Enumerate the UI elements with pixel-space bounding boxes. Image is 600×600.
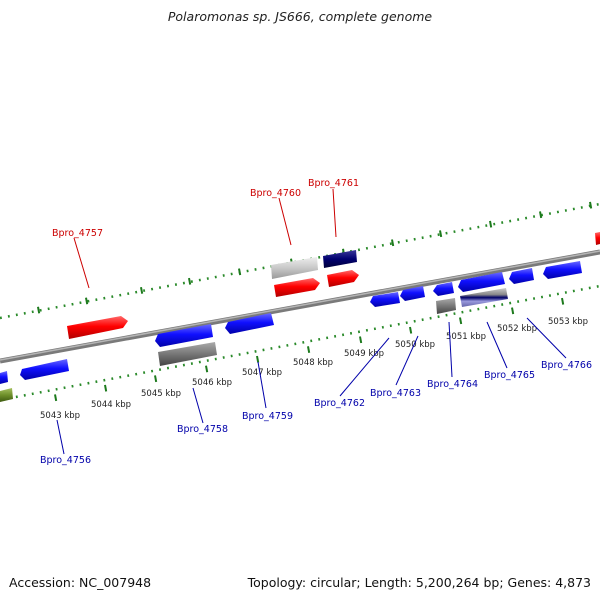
gene-label: Bpro_4758 — [177, 424, 228, 435]
gene-block-navy[interactable] — [323, 250, 357, 268]
gene-block-gray-light[interactable] — [271, 257, 318, 279]
gene-arrow-bpro-4761[interactable] — [327, 270, 359, 287]
gene-block-striped[interactable] — [460, 288, 508, 307]
outer-major-ticks — [37, 201, 593, 314]
gene-block-olive[interactable] — [0, 388, 13, 402]
gene-arrow-bpro-4763[interactable] — [400, 286, 425, 301]
gene-arrow-blue-edge[interactable] — [0, 371, 8, 384]
gene-label: Bpro_4756 — [40, 455, 91, 466]
scale-label: 5045 kbp — [141, 389, 181, 399]
gene-label: Bpro_4762 — [314, 398, 365, 409]
gene-arrow-bpro-4760[interactable] — [274, 278, 320, 297]
gene-arrow-bpro-4756[interactable] — [20, 359, 69, 380]
scale-label: 5052 kbp — [497, 324, 537, 334]
scale-label: 5043 kbp — [40, 411, 80, 421]
gene-label: Bpro_4760 — [250, 188, 301, 199]
gene-arrow-bpro-4764[interactable] — [433, 282, 454, 296]
gene-arrow-bpro-4758[interactable] — [155, 324, 213, 347]
map-title: Polaromonas sp. JS666, complete genome — [167, 9, 433, 24]
scale-label: 5050 kbp — [395, 340, 435, 350]
scale-label: 5047 kbp — [242, 368, 282, 378]
gene-block-gray[interactable] — [158, 342, 217, 366]
scale-label: 5048 kbp — [293, 358, 333, 368]
gene-label: Bpro_4766 — [541, 360, 592, 371]
gene-arrow-bpro-4762[interactable] — [370, 292, 400, 307]
accession-text: Accession: NC_007948 — [9, 575, 152, 590]
gene-arrow-red-edge[interactable] — [595, 232, 600, 245]
scale-label: 5046 kbp — [192, 378, 232, 388]
gene-label: Bpro_4761 — [308, 178, 359, 189]
gene-arrow-bpro-4766[interactable] — [543, 261, 582, 279]
gene-features — [0, 232, 600, 402]
gene-label: Bpro_4763 — [370, 388, 421, 399]
gene-label: Bpro_4764 — [427, 379, 478, 390]
scale-labels: 5043 kbp 5044 kbp 5045 kbp 5046 kbp 5047… — [40, 317, 588, 421]
label-leader-lines — [56, 188, 567, 455]
genome-summary-text: Topology: circular; Length: 5,200,264 bp… — [247, 575, 591, 590]
gene-label: Bpro_4765 — [484, 370, 535, 381]
scale-label: 5049 kbp — [344, 349, 384, 359]
gene-arrow-blue-mid[interactable] — [509, 268, 534, 284]
gene-label: Bpro_4757 — [52, 228, 103, 239]
gene-label: Bpro_4759 — [242, 411, 293, 422]
gene-arrow-bpro-4759[interactable] — [225, 313, 274, 334]
scale-label: 5053 kbp — [548, 317, 588, 327]
scale-label: 5051 kbp — [446, 332, 486, 342]
gene-arrow-bpro-4765[interactable] — [458, 272, 505, 292]
gene-block-gray-small[interactable] — [436, 298, 456, 314]
genome-backbone — [0, 249, 600, 364]
gene-arrow-bpro-4757[interactable] — [67, 316, 128, 339]
inner-major-ticks — [54, 297, 565, 402]
gene-labels: Bpro_4757 Bpro_4760 Bpro_4761 Bpro_4756 … — [40, 178, 592, 466]
scale-label: 5044 kbp — [91, 400, 131, 410]
